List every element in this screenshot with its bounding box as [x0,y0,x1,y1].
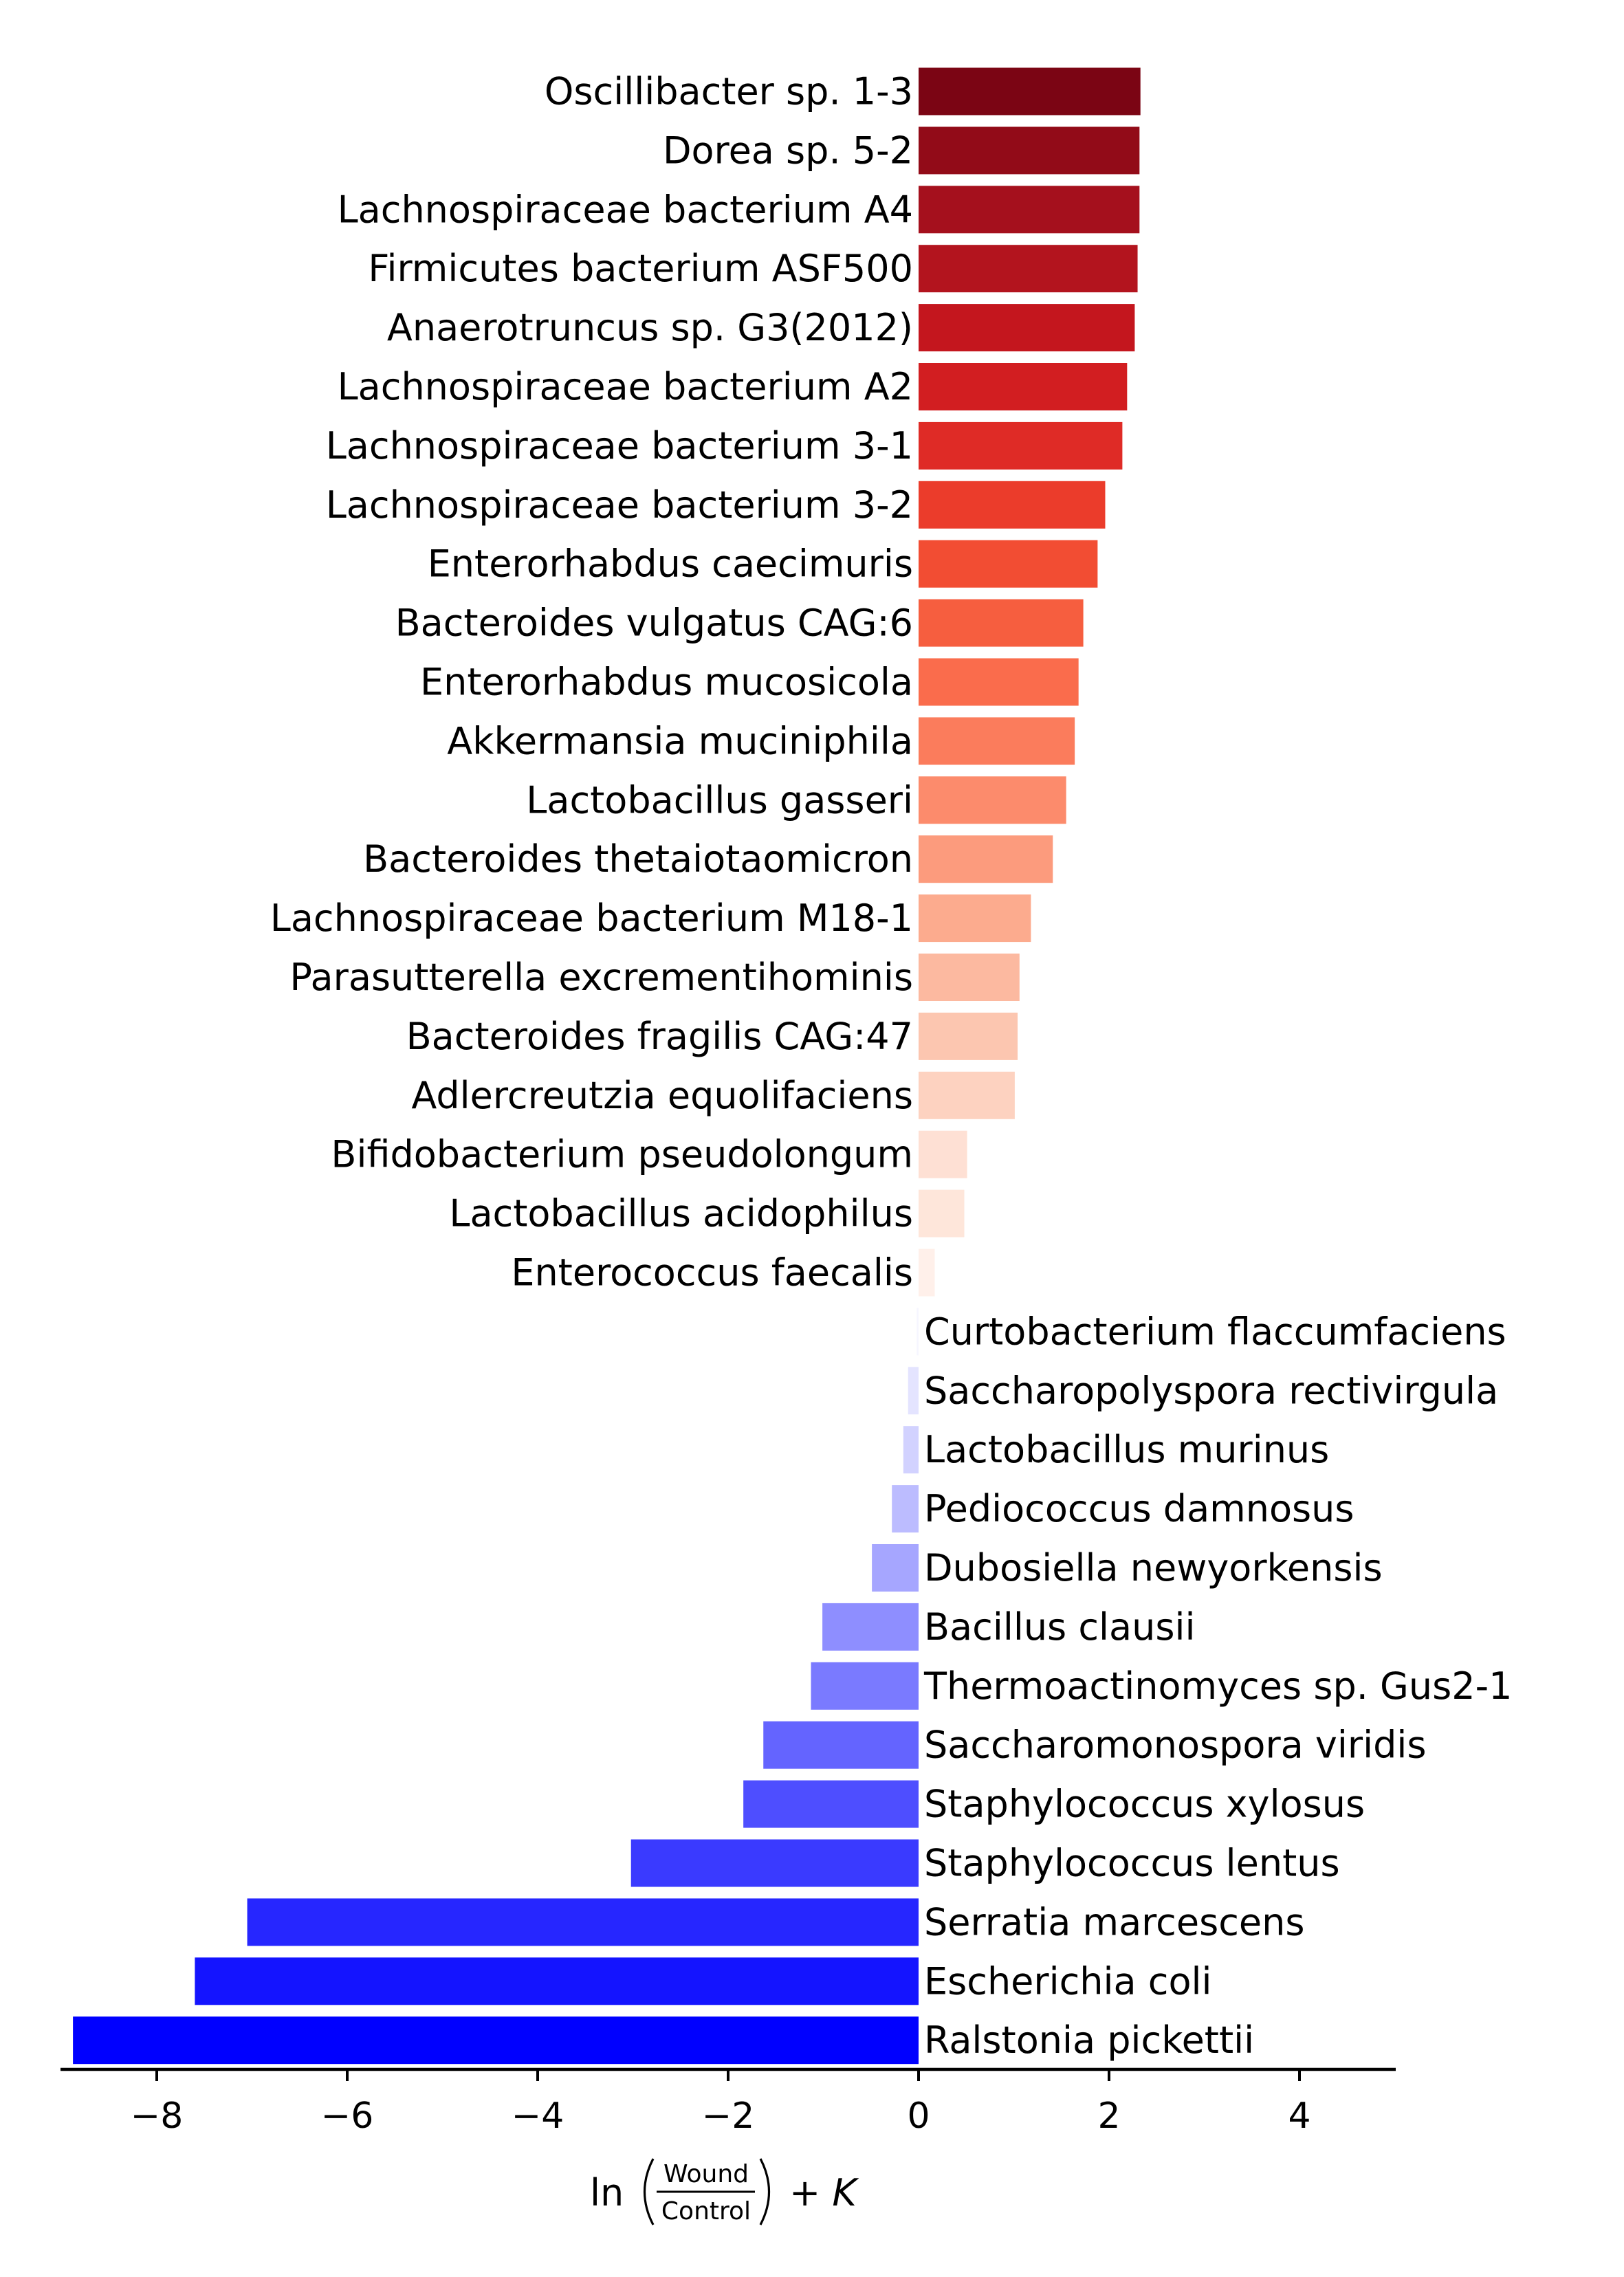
category-label: Saccharopolyspora rectivirgula [924,1369,1498,1412]
category-label: Bacteroides fragilis CAG:47 [406,1015,913,1058]
bar [919,599,1084,647]
category-label: Lachnospiraceae bacterium A2 [338,365,913,408]
bar [892,1485,919,1533]
category-label: Thermoactinomyces sp. Gus2-1 [923,1664,1512,1708]
x-tick-label: 2 [1097,2096,1120,2137]
category-label: Enterorhabdus mucosicola [420,661,913,704]
bar [919,1012,1018,1060]
x-tick-label: 0 [907,2096,930,2137]
x-axis-label-left-paren [644,2158,655,2225]
category-label: Staphylococcus xylosus [924,1783,1365,1826]
bar [919,421,1123,470]
bar [919,776,1066,824]
category-label: Bacillus clausii [924,1605,1196,1649]
bar [919,481,1106,529]
bar [919,304,1135,352]
bar [903,1426,919,1474]
bar [919,835,1053,883]
bar [919,245,1138,293]
bar [919,1189,965,1238]
bar [919,1130,967,1178]
category-label: Oscillibacter sp. 1-3 [545,70,913,113]
bar [919,67,1141,116]
category-label: Lactobacillus murinus [924,1428,1329,1471]
category-label: Saccharomonospora viridis [924,1724,1427,1767]
x-tick-label: −4 [512,2096,564,2137]
bar [822,1603,919,1651]
category-label: Lachnospiraceae bacterium A4 [338,188,913,231]
bar [919,363,1128,410]
category-label: Bacteroides vulgatus CAG:6 [395,602,913,645]
category-label: Enterorhabdus caecimuris [428,542,913,586]
bar [919,126,1140,175]
category-label: Serratia marcescens [924,1900,1305,1944]
bar [872,1544,919,1592]
bar [919,186,1140,234]
x-axis-ticks: −8 −6 −4 −2 0 2 4 [131,2069,1311,2137]
bar [743,1780,919,1828]
bar [919,954,1020,1001]
category-label: Lachnospiraceae bacterium 3-1 [326,424,913,468]
category-label: Akkermansia muciniphila [447,719,913,762]
category-label: Lachnospiraceae bacterium 3-2 [326,483,913,527]
x-axis-label: ln Wound Control + K [590,2158,859,2225]
bar [919,658,1079,706]
category-label: Anaerotruncus sp. G3(2012) [387,306,913,349]
bar [917,1308,919,1356]
category-label: Lactobacillus acidophilus [449,1192,913,1235]
category-label: Firmicutes bacterium ASF500 [368,247,913,290]
x-tick-label: −6 [321,2096,374,2137]
bar [919,1071,1015,1119]
bar [919,1248,935,1297]
x-axis: −8 −6 −4 −2 0 2 4 [61,2067,1396,2137]
category-label: Staphylococcus lentus [924,1842,1340,1885]
category-label: Dorea sp. 5-2 [663,129,913,172]
x-tick-label: −2 [702,2096,755,2137]
bar [247,1898,919,1946]
x-axis-label-right-paren [759,2158,770,2225]
category-label: Pediococcus damnosus [924,1487,1354,1530]
category-label: Dubosiella newyorkensis [924,1546,1383,1590]
x-tick-label: 4 [1288,2096,1310,2137]
category-label: Enterococcus faecalis [511,1251,913,1295]
bar [919,894,1031,943]
category-label: Ralstonia pickettii [924,2018,1254,2062]
bar [919,717,1075,765]
x-axis-label-suffix: + K [789,2171,859,2214]
x-axis-label-prefix: ln [590,2171,624,2214]
category-labels-layer: Oscillibacter sp. 1-3 Dorea sp. 5-2 Lachno… [270,70,1513,2062]
bars-layer [73,67,1141,2065]
category-label: Parasutterella excrementihominis [289,956,913,999]
bar [908,1367,919,1415]
bar [811,1662,919,1710]
x-axis-label-numerator: Wound [663,2160,749,2188]
x-tick-label: −8 [131,2096,184,2137]
category-label: Bacteroides thetaiotaomicron [363,837,913,881]
category-label: Curtobacterium flaccumfaciens [924,1310,1506,1353]
bar [195,1957,919,2005]
x-axis-label-denominator: Control [661,2197,751,2225]
category-label: Lachnospiraceae bacterium M18-1 [270,896,913,940]
bar [763,1721,919,1769]
category-label: Lactobacillus gasseri [526,778,913,822]
bar [73,2016,919,2065]
category-label: Adlercreutzia equolifaciens [411,1074,913,1117]
bar [919,540,1098,588]
category-label: Escherichia coli [924,1959,1212,2003]
category-label: Bifidobacterium pseudolongum [331,1133,913,1176]
bar [630,1839,919,1887]
